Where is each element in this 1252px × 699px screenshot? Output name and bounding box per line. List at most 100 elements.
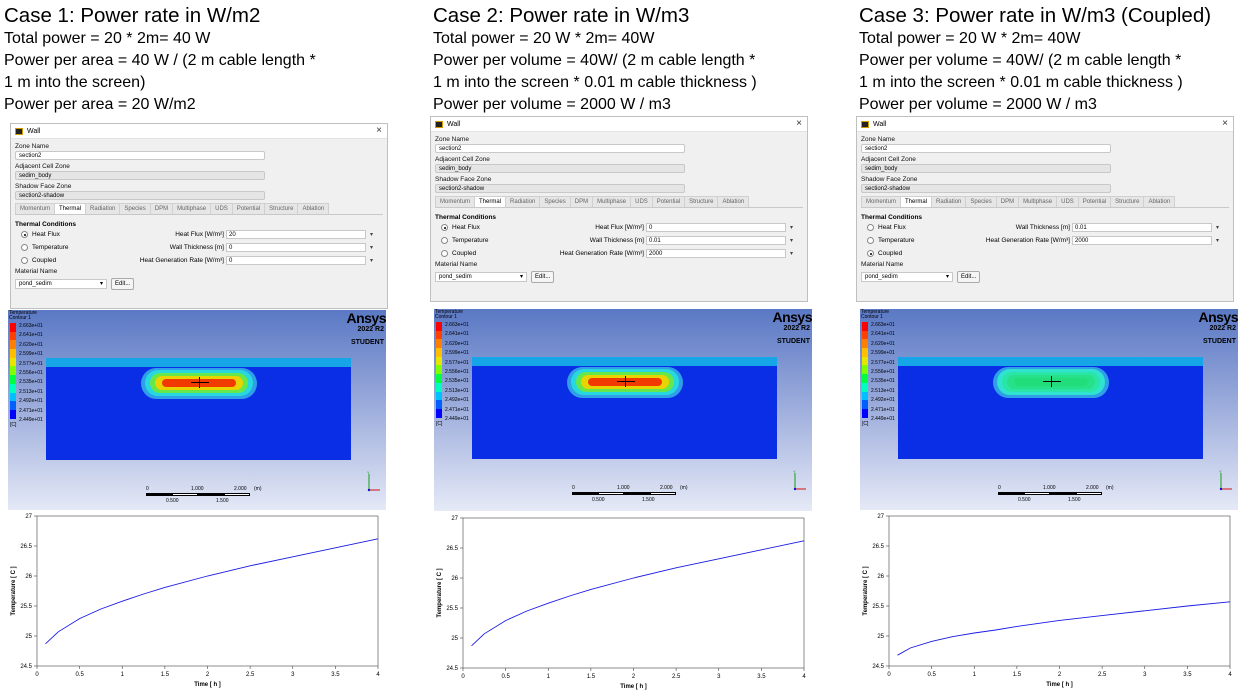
tab-thermal[interactable]: Thermal [474, 196, 507, 207]
tab-ablation[interactable]: Ablation [297, 203, 330, 214]
temperature-time-chart: 0 0.5 1 1.5 2 2.5 3 3.5 4 24.5 25 25.5 26 26.5 27 Time … [434, 512, 812, 694]
tab-ablation[interactable]: Ablation [1143, 196, 1176, 207]
colorbar-label: 2.535e+01 [445, 378, 469, 385]
radio-temperature[interactable]: Temperature [441, 237, 489, 244]
scale-segment [572, 492, 598, 495]
tab-radiation[interactable]: Radiation [505, 196, 541, 207]
chevron-down-icon[interactable]: ▾ [1215, 238, 1219, 244]
colorbar-segment [862, 348, 868, 357]
edit-button[interactable]: Edit... [531, 271, 555, 283]
chevron-down-icon[interactable]: ▾ [369, 245, 373, 251]
close-icon[interactable]: × [1222, 118, 1228, 129]
tab-structure[interactable]: Structure [1110, 196, 1145, 207]
tab-multiphase[interactable]: Multiphase [1018, 196, 1058, 207]
material-select[interactable]: pond_sedim ▾ [435, 272, 527, 282]
tab-uds[interactable]: UDS [1056, 196, 1079, 207]
param-input[interactable]: 0.01 [645, 236, 786, 245]
tab-potential[interactable]: Potential [651, 196, 686, 207]
tab-species[interactable]: Species [119, 203, 151, 214]
chevron-down-icon[interactable]: ▾ [369, 258, 373, 264]
radio-dot [441, 237, 448, 244]
y-tick-label: 26 [877, 574, 884, 580]
tab-multiphase[interactable]: Multiphase [172, 203, 212, 214]
param-heat-flux: Heat Flux [W/m²] 0 ▾ [595, 223, 793, 232]
colorbar-label: 2.471e+01 [445, 406, 469, 413]
case-description-line: Power per volume = 40W/ (2 m cable lengt… [433, 52, 756, 69]
tab-momentum[interactable]: Momentum [435, 196, 476, 207]
tab-dpm[interactable]: DPM [149, 203, 174, 214]
zone-name-field[interactable]: section2 [861, 144, 1111, 153]
temperature-series-line [897, 601, 1231, 656]
chevron-down-icon[interactable]: ▾ [789, 225, 793, 231]
x-tick-label: 2.5 [246, 672, 255, 678]
tab-momentum[interactable]: Momentum [15, 203, 56, 214]
colorbar-label: 2.535e+01 [19, 379, 43, 386]
colorbar-label: 2.449e+01 [445, 416, 469, 422]
case-description-line: 1 m into the screen * 0.01 m cable thick… [859, 74, 1183, 91]
radio-coupled[interactable]: Coupled [441, 250, 476, 257]
close-icon[interactable]: × [796, 118, 802, 129]
chevron-down-icon[interactable]: ▾ [789, 238, 793, 244]
radio-coupled[interactable]: Coupled [867, 250, 902, 257]
param-input[interactable]: 0 [645, 223, 786, 232]
colorbar-segment [862, 391, 868, 401]
radio-heat-flux[interactable]: Heat Flux [441, 224, 480, 231]
colorbar-segment [436, 356, 442, 366]
dialog-title: Wall [27, 127, 41, 135]
thermal-conditions-title: Thermal Conditions [15, 221, 77, 228]
radio-temperature[interactable]: Temperature [21, 244, 69, 251]
tab-momentum[interactable]: Momentum [861, 196, 902, 207]
zone-name-field[interactable]: section2 [15, 151, 265, 160]
edit-button[interactable]: Edit... [111, 278, 135, 290]
tab-species[interactable]: Species [965, 196, 997, 207]
tab-radiation[interactable]: Radiation [85, 203, 121, 214]
param-input[interactable]: 2000 [1071, 236, 1212, 245]
colorbar-label: 2.535e+01 [871, 378, 895, 385]
student-label: STUDENT [1202, 338, 1236, 345]
tab-structure[interactable]: Structure [684, 196, 719, 207]
scale-label: 0 [998, 485, 1001, 491]
x-tick-label: 1.5 [587, 674, 596, 680]
chevron-down-icon[interactable]: ▾ [1215, 225, 1219, 231]
x-axis-label: Time [ h ] [1046, 682, 1073, 688]
colorbar-segment [862, 339, 868, 349]
cable-marker-vertical [199, 377, 200, 388]
chevron-down-icon[interactable]: ▾ [369, 232, 373, 238]
param-input[interactable]: 2000 [645, 249, 786, 258]
tab-uds[interactable]: UDS [630, 196, 653, 207]
tab-dpm[interactable]: DPM [995, 196, 1020, 207]
y-axis-label: Temperature [ C ] [11, 566, 17, 615]
radio-label: Heat Flux [32, 231, 60, 238]
tab-dpm[interactable]: DPM [569, 196, 594, 207]
tab-radiation[interactable]: Radiation [931, 196, 967, 207]
cable-marker-vertical [625, 376, 626, 387]
x-tick-label: 0.5 [75, 672, 84, 678]
tab-structure[interactable]: Structure [264, 203, 299, 214]
material-select[interactable]: pond_sedim ▾ [861, 272, 953, 282]
tab-potential[interactable]: Potential [1077, 196, 1112, 207]
colorbar-segment [862, 374, 868, 383]
radio-heat-flux[interactable]: Heat Flux [867, 224, 906, 231]
tab-species[interactable]: Species [539, 196, 571, 207]
param-input[interactable]: 0.01 [1071, 223, 1212, 232]
zone-name-field[interactable]: section2 [435, 144, 685, 153]
chevron-down-icon[interactable]: ▾ [789, 251, 793, 257]
tab-multiphase[interactable]: Multiphase [592, 196, 632, 207]
tab-ablation[interactable]: Ablation [717, 196, 750, 207]
tab-thermal[interactable]: Thermal [54, 203, 87, 214]
edit-button[interactable]: Edit... [957, 271, 981, 283]
colorbar-segment [436, 365, 442, 375]
radio-heat-flux[interactable]: Heat Flux [21, 231, 60, 238]
param-input[interactable]: 20 [225, 230, 366, 239]
tab-uds[interactable]: UDS [210, 203, 233, 214]
y-tick-label: 25 [25, 634, 32, 640]
tab-thermal[interactable]: Thermal [900, 196, 933, 207]
param-input[interactable]: 0 [225, 243, 366, 252]
tab-potential[interactable]: Potential [231, 203, 266, 214]
radio-coupled[interactable]: Coupled [21, 257, 56, 264]
close-icon[interactable]: × [376, 125, 382, 136]
material-select[interactable]: pond_sedim ▾ [15, 279, 107, 289]
radio-temperature[interactable]: Temperature [867, 237, 915, 244]
param-input[interactable]: 0 [225, 256, 366, 265]
plot-frame [888, 515, 1231, 667]
